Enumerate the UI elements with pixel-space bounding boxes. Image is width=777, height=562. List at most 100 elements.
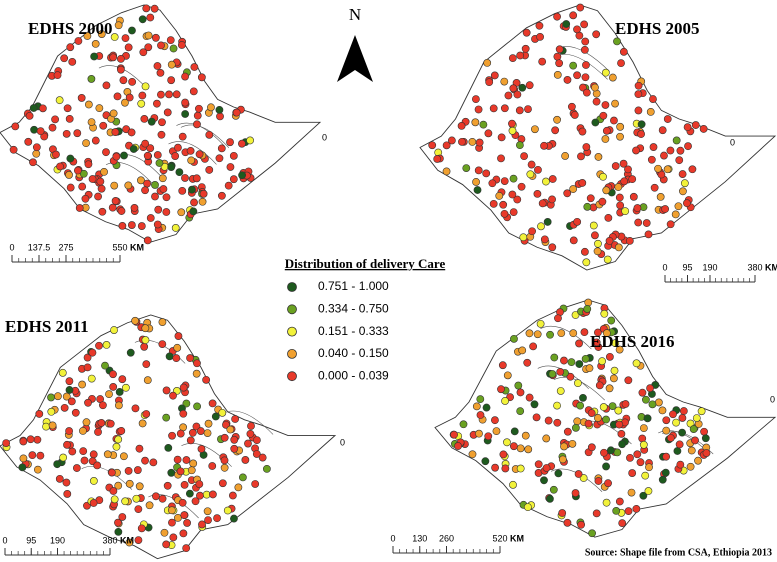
cluster-dot: [518, 346, 527, 355]
cluster-dot: [163, 108, 172, 117]
cluster-dot: [504, 91, 513, 100]
cluster-dot: [600, 309, 609, 318]
cluster-dot: [510, 334, 518, 343]
cluster-dot: [560, 356, 568, 365]
cluster-dot: [474, 105, 483, 114]
country-outline: [0, 314, 337, 560]
cluster-dot: [554, 314, 562, 323]
cluster-dot: [628, 469, 637, 477]
cluster-dot: [179, 409, 188, 418]
cluster-dot: [491, 463, 499, 472]
cluster-dot: [636, 458, 645, 467]
cluster-dot: [118, 513, 127, 521]
cluster-dot: [442, 167, 451, 176]
cluster-dot: [583, 202, 592, 211]
cluster-dot: [593, 247, 602, 256]
cluster-dot: [175, 168, 184, 177]
cluster-dot: [554, 469, 563, 478]
cluster-dot: [55, 474, 64, 483]
cluster-dot: [252, 436, 261, 445]
cluster-dot: [134, 505, 143, 514]
cluster-dot: [591, 118, 600, 127]
cluster-dot: [579, 83, 587, 92]
cluster-dot: [244, 439, 252, 448]
cluster-dot: [134, 536, 143, 544]
cluster-dot: [94, 428, 102, 436]
region-boundary: [168, 141, 217, 165]
cluster-dot: [78, 380, 87, 389]
cluster-dot: [610, 366, 619, 375]
cluster-dot: [258, 453, 267, 462]
cluster-dot: [488, 179, 497, 188]
cluster-dot: [524, 445, 533, 454]
scale-tick-label: 260: [439, 533, 454, 543]
cluster-dot: [207, 103, 215, 112]
cluster-dot: [9, 145, 18, 154]
cluster-dot: [72, 464, 81, 472]
cluster-dot: [87, 75, 96, 83]
cluster-dot: [521, 431, 530, 440]
cluster-dot: [79, 447, 88, 456]
cluster-dot: [11, 122, 20, 131]
cluster-dot: [598, 197, 607, 206]
cluster-dot: [32, 143, 41, 152]
zero-label: 0: [730, 137, 735, 147]
cluster-dot: [203, 507, 212, 516]
cluster-dot: [108, 203, 117, 212]
cluster-dot: [178, 132, 187, 141]
cluster-dot: [169, 533, 178, 542]
cluster-dot: [673, 447, 682, 455]
cluster-dot: [107, 468, 116, 477]
legend-label: 0.040 - 0.150: [318, 346, 389, 360]
cluster-dot: [525, 393, 534, 402]
cluster-dot: [588, 529, 596, 538]
region-boundary: [222, 410, 274, 435]
cluster-dot: [18, 463, 27, 472]
cluster-dot: [534, 165, 542, 174]
cluster-dot: [53, 460, 62, 469]
cluster-dot: [75, 204, 84, 212]
scale-unit: KM: [765, 262, 777, 272]
cluster-dot: [654, 164, 662, 173]
legend-label: 0.334 - 0.750: [318, 301, 389, 315]
cluster-dot: [62, 478, 71, 487]
cluster-dot: [98, 207, 107, 216]
cluster-dot: [145, 501, 154, 510]
cluster-dot: [24, 137, 33, 146]
cluster-dot: [29, 158, 37, 167]
cluster-dot: [524, 503, 532, 512]
cluster-dot: [62, 129, 71, 138]
cluster-dot: [116, 54, 125, 63]
cluster-dot: [503, 438, 511, 447]
cluster-dot: [192, 174, 201, 183]
cluster-dot: [146, 144, 155, 153]
cluster-dot: [176, 429, 185, 438]
cluster-dot: [609, 374, 618, 383]
cluster-dot: [88, 348, 97, 357]
region-boundary: [540, 325, 592, 350]
region-boundary: [550, 468, 603, 492]
cluster-dot: [662, 452, 671, 461]
cluster-dot: [571, 489, 580, 497]
cluster-dot: [155, 159, 164, 167]
map-title: EDHS 2011: [5, 317, 89, 336]
cluster-dot: [646, 107, 655, 116]
cluster-dot: [526, 170, 535, 179]
cluster-dot: [546, 330, 554, 339]
cluster-dot: [90, 52, 99, 61]
cluster-dot: [550, 353, 559, 362]
cluster-dot: [74, 37, 83, 45]
cluster-dot: [65, 377, 74, 386]
cluster-dot: [540, 476, 548, 485]
scale-tick-label: 0: [390, 533, 395, 543]
cluster-dot: [614, 183, 623, 191]
cluster-dot: [252, 450, 261, 458]
zero-label: 0: [322, 132, 327, 142]
cluster-dot: [95, 104, 104, 113]
cluster-dot: [569, 185, 578, 193]
cluster-dot: [524, 105, 532, 113]
cluster-dot: [91, 136, 100, 145]
cluster-dot: [587, 409, 596, 417]
cluster-dot: [515, 141, 524, 150]
cluster-dot: [195, 480, 204, 489]
